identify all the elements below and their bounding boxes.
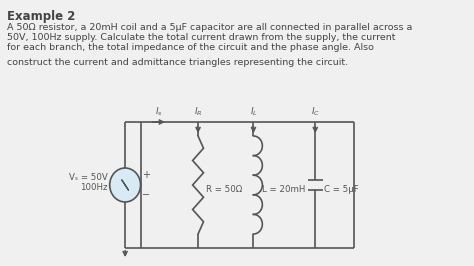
Text: for each branch, the total impedance of the circuit and the phase angle. Also: for each branch, the total impedance of … (7, 43, 374, 52)
Text: 50V, 100Hz supply. Calculate the total current drawn from the supply, the curren: 50V, 100Hz supply. Calculate the total c… (7, 33, 396, 42)
Text: C = 5μF: C = 5μF (324, 185, 359, 193)
Text: $I_C$: $I_C$ (311, 106, 320, 118)
Text: R = 50Ω: R = 50Ω (206, 185, 243, 193)
Text: Example 2: Example 2 (7, 10, 76, 23)
Text: A 50Ω resistor, a 20mH coil and a 5μF capacitor are all connected in parallel ac: A 50Ω resistor, a 20mH coil and a 5μF ca… (7, 23, 413, 32)
Text: $I_L$: $I_L$ (249, 106, 257, 118)
Text: 100Hz: 100Hz (81, 184, 108, 193)
Text: Vₛ = 50V: Vₛ = 50V (69, 172, 108, 181)
Text: construct the current and admittance triangles representing the circuit.: construct the current and admittance tri… (7, 58, 348, 67)
Text: $I_s$: $I_s$ (155, 106, 163, 118)
Text: +: + (142, 170, 150, 180)
Circle shape (109, 168, 140, 202)
Text: $I_R$: $I_R$ (194, 106, 202, 118)
Text: −: − (142, 190, 150, 200)
Text: L = 20mH: L = 20mH (262, 185, 305, 193)
